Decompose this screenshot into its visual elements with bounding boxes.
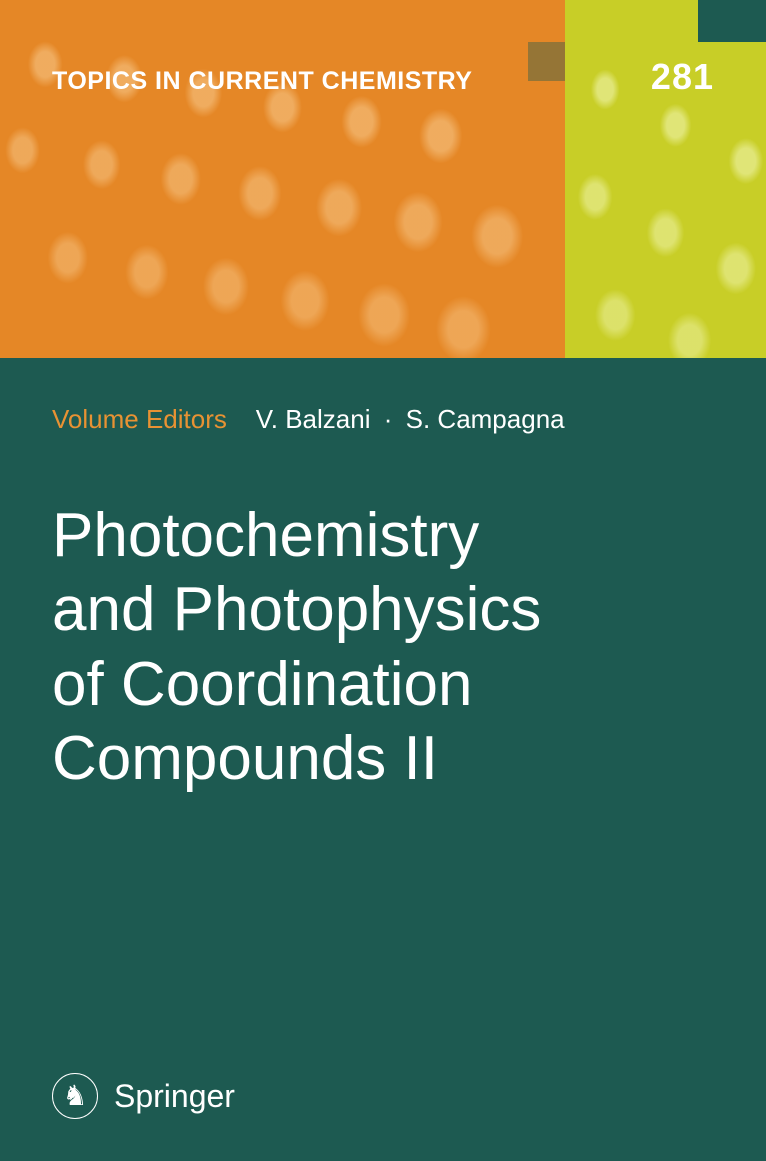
title-line-2: and Photophysics <box>52 575 541 644</box>
series-row: TOPICS IN CURRENT CHEMISTRY 281 <box>0 0 766 98</box>
horse-glyph: ♞ <box>62 1082 87 1110</box>
title-line-3: of Coordination <box>52 650 473 719</box>
book-title: Photochemistry and Photophysics of Coord… <box>52 499 714 797</box>
bottom-panel: Volume Editors V. Balzani · S. Campagna … <box>0 358 766 1161</box>
book-cover: TOPICS IN CURRENT CHEMISTRY 281 Volume E… <box>0 0 766 1161</box>
editor-2: S. Campagna <box>406 404 565 434</box>
springer-horse-icon: ♞ <box>52 1073 98 1119</box>
editors-line: Volume Editors V. Balzani · S. Campagna <box>52 404 714 435</box>
separator-dot: · <box>378 404 399 434</box>
publisher-block: ♞ Springer <box>52 1073 235 1119</box>
title-line-1: Photochemistry <box>52 501 479 570</box>
editors-label: Volume Editors <box>52 404 227 434</box>
editor-1: V. Balzani <box>256 404 371 434</box>
publisher-name: Springer <box>114 1078 235 1115</box>
title-line-4: Compounds II <box>52 724 438 793</box>
series-name: TOPICS IN CURRENT CHEMISTRY <box>52 67 472 96</box>
volume-number: 281 <box>651 56 714 98</box>
top-band: TOPICS IN CURRENT CHEMISTRY 281 <box>0 0 766 358</box>
